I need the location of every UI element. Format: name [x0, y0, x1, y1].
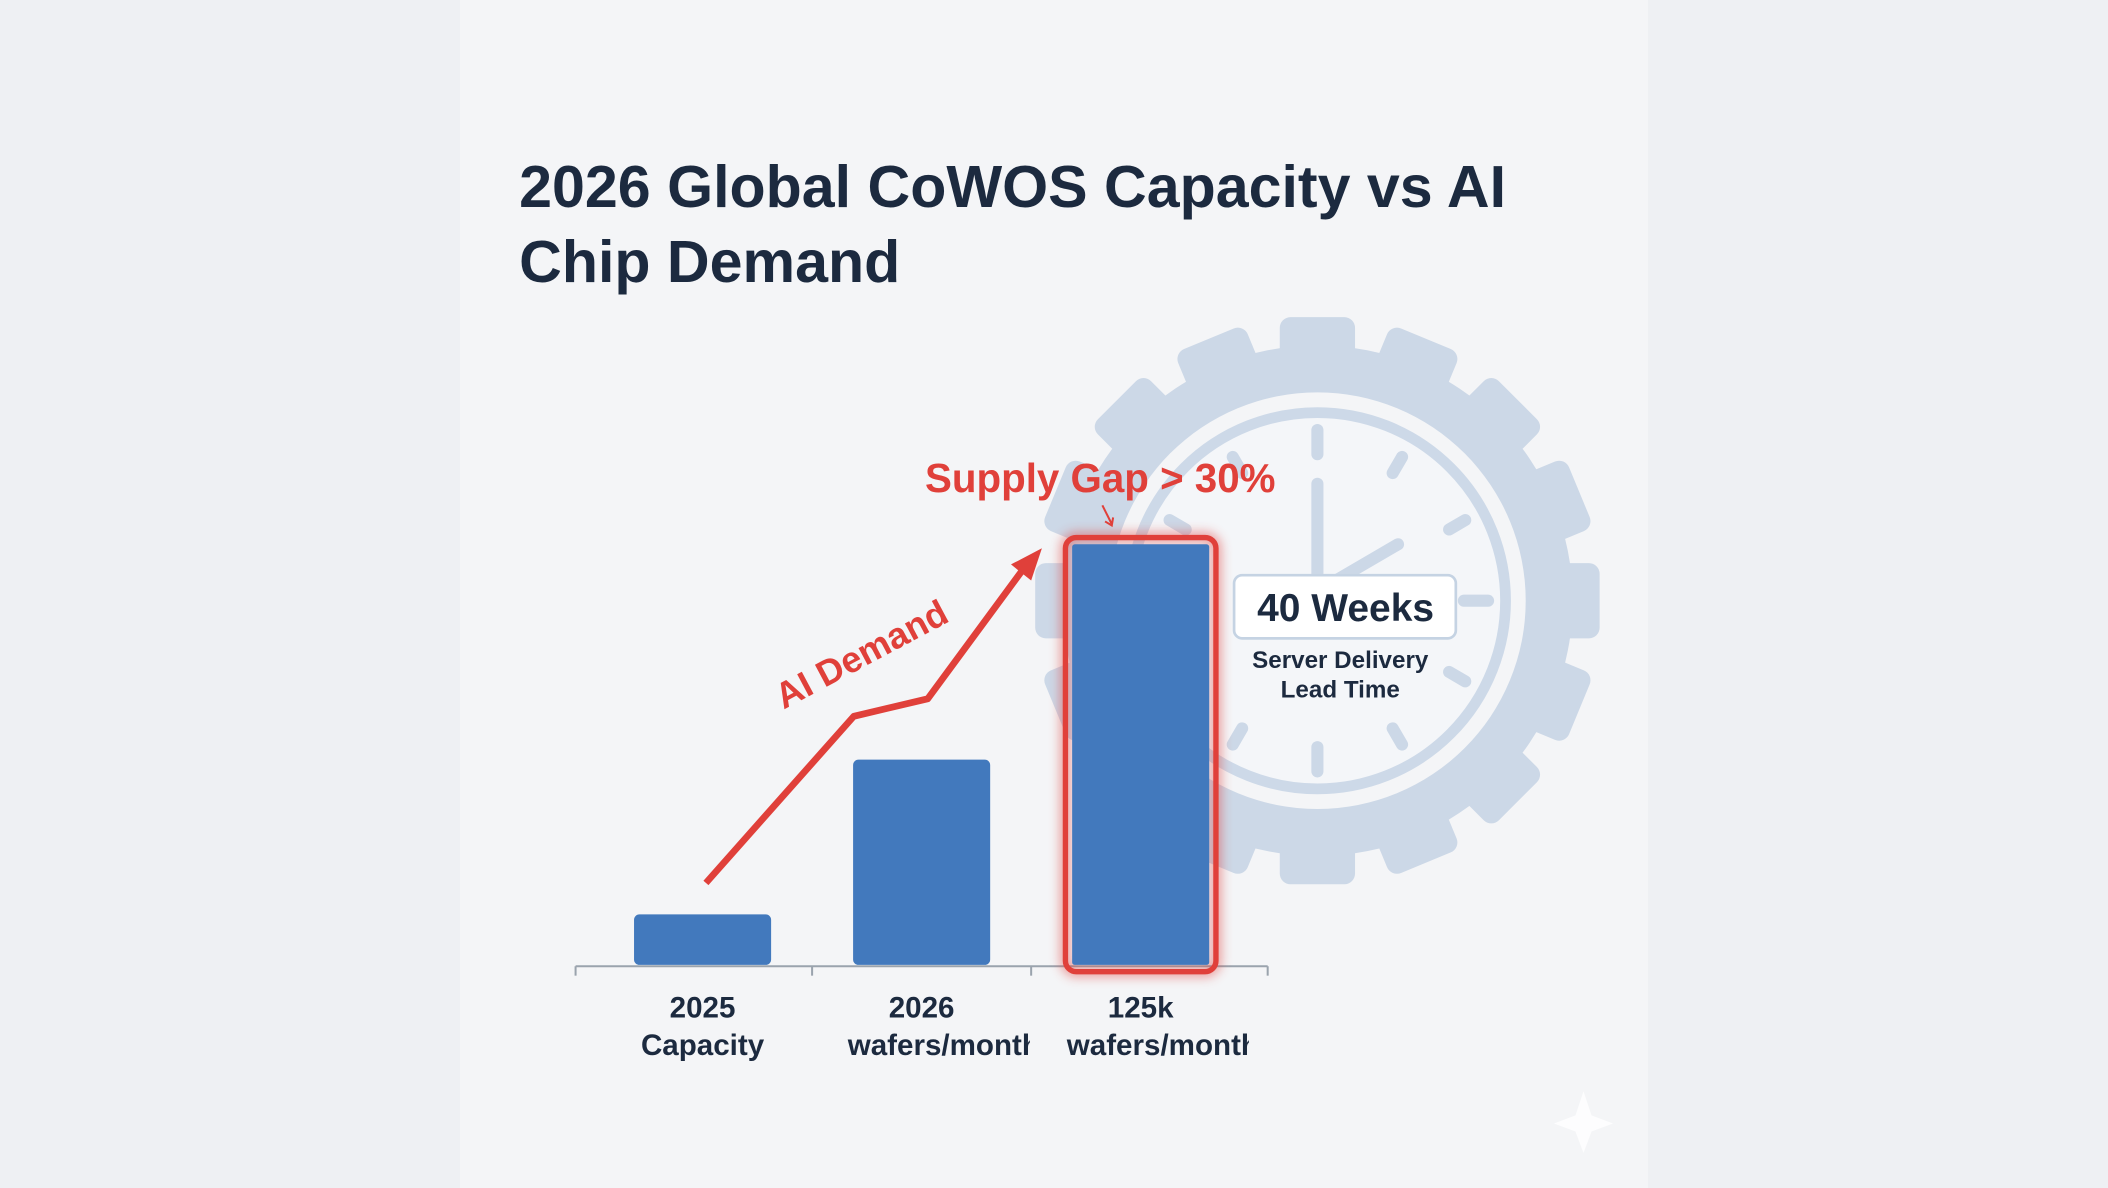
bar — [1072, 544, 1210, 965]
gap-pointer — [1101, 504, 1115, 528]
sparkle — [1553, 1091, 1614, 1154]
lead-time-box — [1232, 573, 1458, 640]
x-tick-label: 2026 wafers/month — [847, 990, 1030, 1062]
lead-time-value: 40 Weeks — [1257, 587, 1434, 630]
x-tick-label-box: 2026 wafers/month — [847, 990, 1030, 1062]
x-tick-label-box: 125k wafers/month — [1066, 990, 1249, 1062]
bar — [853, 759, 991, 965]
title-box: 2026 Global CoWOS Capacity vs AI Chip De… — [519, 154, 1507, 296]
gap-label: Supply Gap > 30% — [925, 456, 1275, 501]
lead-time-caption: Server Delivery Lead Time — [1252, 646, 1429, 703]
lead-time-caption-box: Server Delivery Lead Time — [1252, 646, 1429, 703]
demand-arrow — [703, 548, 1042, 886]
x-tick-label-box: 2025 Capacity — [640, 990, 765, 1062]
highlight-frame — [1062, 534, 1219, 975]
x-tick-label: 125k wafers/month — [1066, 990, 1249, 1062]
x-tick-label: 2025 Capacity — [640, 990, 765, 1062]
chart-title: 2026 Global CoWOS Capacity vs AI Chip De… — [519, 154, 1507, 296]
bar — [634, 914, 772, 965]
